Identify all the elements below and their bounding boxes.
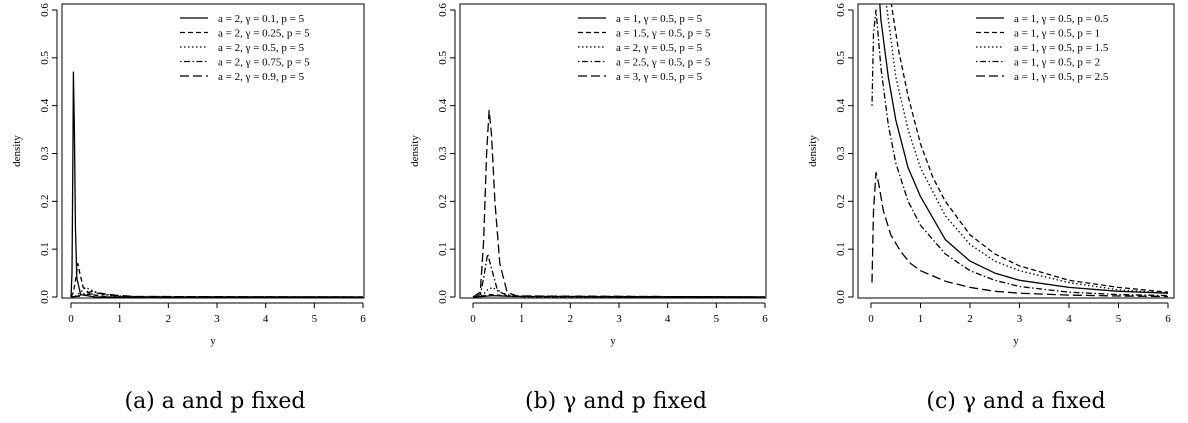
panel-1-x-tick-label: 1: [117, 313, 123, 325]
panel-2-legend-label-3: a = 2, γ = 0.5, p = 5: [616, 42, 703, 54]
panel-3-legend-label-3: a = 1, γ = 0.5, p = 1.5: [1014, 42, 1109, 54]
panel-3-caption: (c) γ and a fixed: [926, 389, 1105, 414]
panel-1-y-axis-label: density: [11, 135, 23, 167]
panel-3-x-tick-label: 3: [1017, 313, 1023, 325]
panel-2-legend: a = 1, γ = 0.5, p = 5 a = 1.5, γ = 0.5, p…: [578, 13, 711, 83]
panel-3-series-group: [871, 4, 1169, 298]
panel-1-series-2-line: [70, 262, 363, 298]
panel-1-legend-label-2: a = 2, γ = 0.25, p = 5: [218, 28, 310, 40]
panel-1-x-tick-label: 4: [263, 313, 269, 325]
panel-3-y-tick-label: 0.6: [835, 3, 847, 17]
panel-1-y-tick-label: 0.1: [39, 242, 51, 256]
panel-3: 0 1 2 3 4 5 6 y 0.0 0.1 0.2 0.3 0.4 0.5 0.6 density a = …: [807, 3, 1175, 414]
panel-3-x-axis-label: y: [1013, 335, 1019, 347]
panel-1-plot-frame: [61, 3, 365, 299]
panel-1-caption: (a) a and p fixed: [124, 389, 305, 414]
panel-3-x-tick-label: 6: [1165, 313, 1171, 325]
panel-2-legend-label-2: a = 1.5, γ = 0.5, p = 5: [616, 28, 711, 40]
panel-1-y-tick-label: 0.3: [39, 146, 51, 160]
panel-3-series-4-line: [871, 9, 1169, 297]
panel-1-y-tick-label: 0.6: [39, 3, 51, 17]
panel-1-y-tick-label: 0.5: [39, 50, 51, 64]
panel-2-x-tick-label: 2: [568, 313, 574, 325]
panel-3-legend-label-1: a = 1, γ = 0.5, p = 0.5: [1014, 13, 1109, 25]
panel-1-y-tick-label: 0.0: [39, 290, 51, 304]
panel-3-y-tick-label: 0.1: [835, 242, 847, 256]
panel-3-legend-label-5: a = 1, γ = 0.5, p = 2.5: [1014, 71, 1109, 83]
panel-3-y-tick-label: 0.0: [835, 290, 847, 304]
panel-3-legend: a = 1, γ = 0.5, p = 0.5 a = 1, γ = 0.5, p…: [976, 13, 1109, 83]
panel-2-y-tick-label: 0.1: [437, 242, 449, 256]
panel-3-plot-frame: [857, 3, 1175, 299]
panel-2-y-tick-label: 0.5: [437, 50, 449, 64]
panel-1: 0 1 2 3 4 5 6 y 0.0 0.1 0.2 0.3 0.4 0.5 0.6 density a = …: [11, 3, 366, 414]
panel-1-legend-label-3: a = 2, γ = 0.5, p = 5: [218, 42, 305, 54]
panel-2-y-axis-label: density: [409, 135, 421, 167]
panel-3-series-1-line: [879, 4, 1169, 294]
panel-2-x-axis-label: y: [610, 335, 616, 347]
panel-2: 0 1 2 3 4 5 6 y 0.0 0.1 0.2 0.3 0.4 0.5 0.6 density a = …: [409, 3, 768, 414]
panel-2-series-group: [472, 109, 766, 298]
panel-1-legend-label-5: a = 2, γ = 0.9, p = 5: [218, 71, 305, 83]
panel-2-series-5-line: [472, 109, 766, 298]
panel-2-series-3-line: [472, 286, 765, 298]
panel-2-x-tick-label: 3: [616, 313, 622, 325]
panel-3-series-5-line: [871, 171, 1169, 298]
panel-1-x-tick-label: 2: [166, 313, 172, 325]
panel-3-y-tick-label: 0.4: [835, 98, 847, 112]
panel-2-y-tick-label: 0.4: [437, 98, 449, 112]
panel-2-legend-label-4: a = 2.5, γ = 0.5, p = 5: [616, 57, 711, 69]
panel-2-x-tick-label: 6: [762, 313, 768, 325]
panel-3-y-axis-label: density: [807, 135, 819, 167]
panel-1-series-group: [70, 71, 364, 298]
panel-1-x-tick-label: 5: [312, 313, 318, 325]
panel-3-y-tick-label: 0.5: [835, 50, 847, 64]
panel-2-y-tick-label: 0.2: [437, 194, 449, 208]
panel-2-legend-label-1: a = 1, γ = 0.5, p = 5: [616, 13, 703, 25]
panel-2-y-tick-label: 0.6: [437, 3, 449, 17]
panel-3-y-tick-label: 0.2: [835, 194, 847, 208]
panel-1-legend: a = 2, γ = 0.1, p = 5 a = 2, γ = 0.25, p …: [180, 13, 310, 83]
panel-2-x-tick-label: 0: [470, 313, 476, 325]
panel-1-legend-label-4: a = 2, γ = 0.75, p = 5: [218, 57, 310, 69]
panel-2-x-tick-label: 1: [519, 313, 525, 325]
panel-1-x-tick-label: 0: [68, 313, 74, 325]
panel-1-x-axis-label: y: [210, 335, 216, 347]
panel-2-y-tick-label: 0.0: [437, 290, 449, 304]
panel-2-plot-frame: [459, 3, 767, 299]
panel-3-x-tick-label: 1: [918, 313, 924, 325]
panel-2-x-tick-label: 5: [714, 313, 720, 325]
panel-3-legend-label-4: a = 1, γ = 0.5, p = 2: [1014, 57, 1100, 69]
panel-1-x-tick-label: 6: [360, 313, 366, 325]
panel-3-x-tick-label: 2: [967, 313, 973, 325]
panel-1-legend-label-1: a = 2, γ = 0.1, p = 5: [218, 13, 305, 25]
panel-3-x-tick-label: 0: [868, 313, 874, 325]
panel-2-caption: (b) γ and p fixed: [525, 389, 707, 414]
panel-1-series-1-line: [70, 71, 363, 298]
panel-3-y-tick-label: 0.3: [835, 146, 847, 160]
panel-3-legend-label-2: a = 1, γ = 0.5, p = 1: [1014, 28, 1100, 40]
panel-1-series-3-line: [70, 286, 364, 298]
panel-2-legend-label-5: a = 3, γ = 0.5, p = 5: [616, 71, 703, 83]
panel-3-x-tick-label: 4: [1066, 313, 1072, 325]
panel-2-y-tick-label: 0.3: [437, 146, 449, 160]
panel-1-y-tick-label: 0.2: [39, 194, 51, 208]
panel-1-x-tick-label: 3: [214, 313, 220, 325]
panel-2-series-4-line: [472, 253, 766, 298]
panel-1-y-tick-label: 0.4: [39, 98, 51, 112]
panel-2-x-tick-label: 4: [665, 313, 671, 325]
panel-1-series-5-line: [70, 292, 364, 298]
panel-3-x-tick-label: 5: [1116, 313, 1122, 325]
panel-3-series-3-line: [885, 4, 1169, 294]
